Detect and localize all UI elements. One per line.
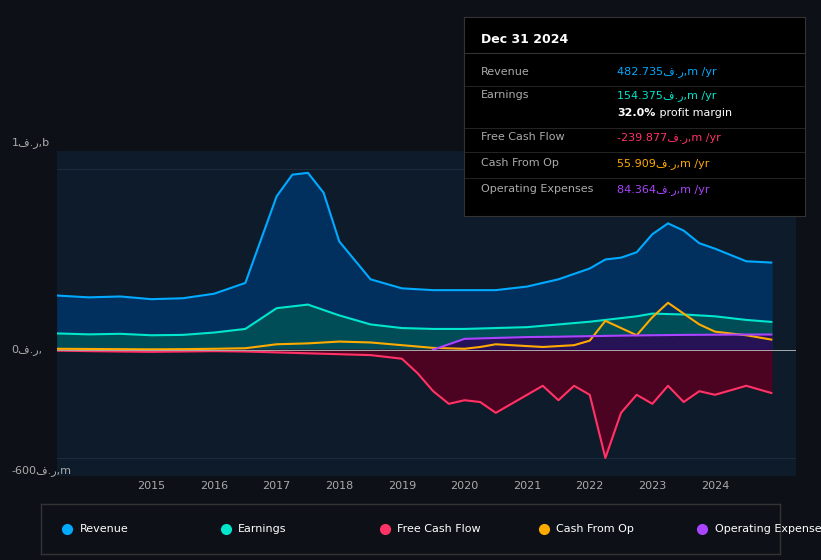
Text: Revenue: Revenue	[481, 67, 530, 77]
Text: Earnings: Earnings	[238, 524, 287, 534]
Text: Operating Expenses: Operating Expenses	[715, 524, 821, 534]
Text: -239.877ف.ر,m /yr: -239.877ف.ر,m /yr	[617, 132, 721, 143]
Text: Free Cash Flow: Free Cash Flow	[481, 132, 565, 142]
Text: profit margin: profit margin	[656, 108, 732, 118]
Text: 1ف.ر,b: 1ف.ر,b	[11, 137, 50, 148]
Text: Dec 31 2024: Dec 31 2024	[481, 32, 568, 46]
Text: 84.364ف.ر,m /yr: 84.364ف.ر,m /yr	[617, 184, 709, 195]
Text: -600ف.ر,m: -600ف.ر,m	[11, 465, 71, 476]
Text: Cash From Op: Cash From Op	[556, 524, 634, 534]
Text: Operating Expenses: Operating Expenses	[481, 184, 594, 194]
Text: 482.735ف.ر,m /yr: 482.735ف.ر,m /yr	[617, 67, 717, 77]
Text: 154.375ف.ر,m /yr: 154.375ف.ر,m /yr	[617, 90, 717, 101]
Text: Revenue: Revenue	[80, 524, 128, 534]
Text: Earnings: Earnings	[481, 90, 530, 100]
Text: 55.909ف.ر,m /yr: 55.909ف.ر,m /yr	[617, 158, 709, 169]
Text: Free Cash Flow: Free Cash Flow	[397, 524, 481, 534]
Text: 32.0%: 32.0%	[617, 108, 655, 118]
Text: 0ف.ر,: 0ف.ر,	[11, 344, 43, 355]
Text: Cash From Op: Cash From Op	[481, 158, 559, 168]
